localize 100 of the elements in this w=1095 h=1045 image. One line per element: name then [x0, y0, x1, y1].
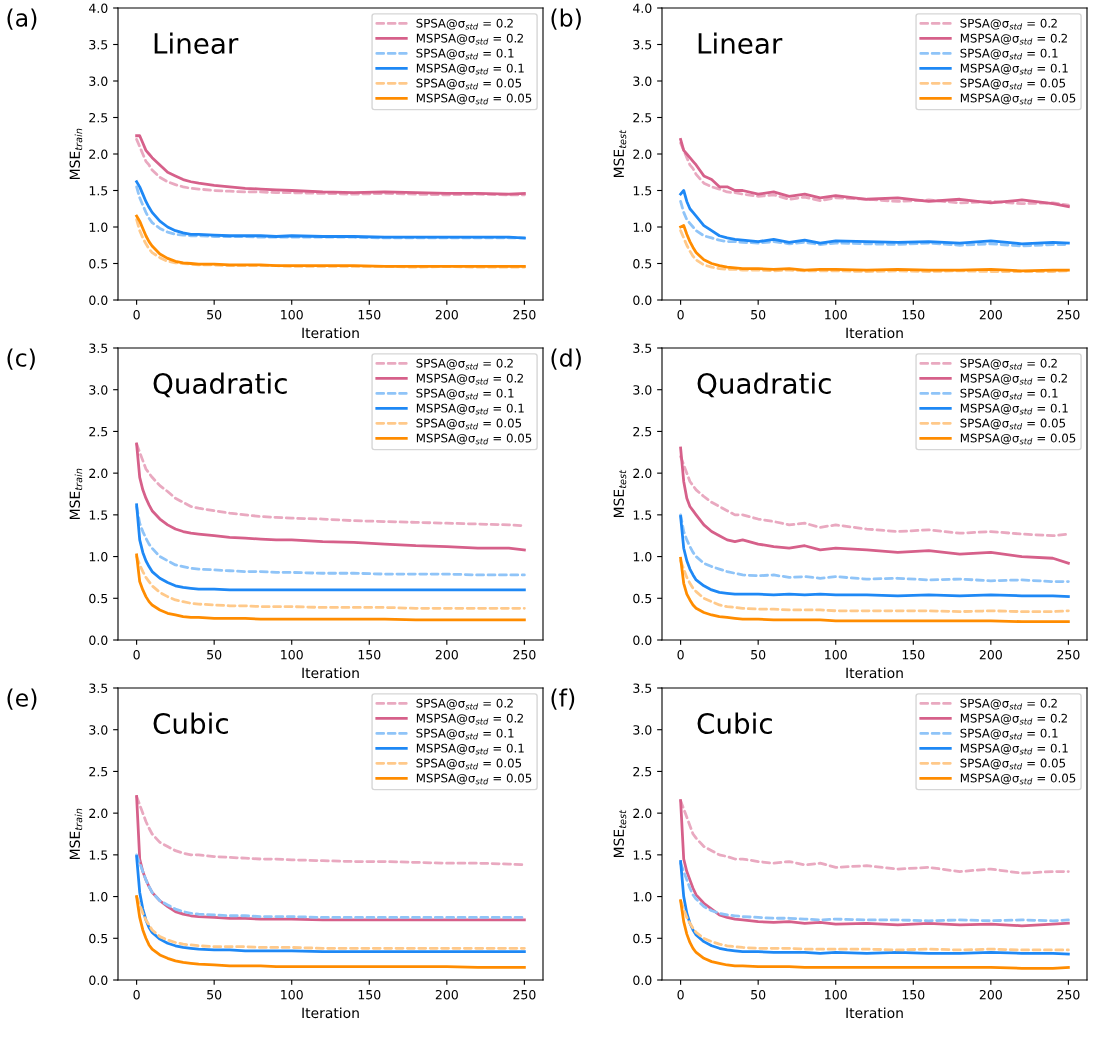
y-tick-label: 0.0 — [89, 295, 108, 305]
legend-label: MSPSA@σ$_{std}$ = 0.1 — [960, 403, 1068, 415]
y-tick-label: 2.5 — [89, 112, 108, 123]
legend-label: SPSA@σ$_{std}$ = 0.2 — [960, 18, 1057, 30]
y-tick-label: 0.0 — [633, 295, 652, 305]
y-tick-label: 1.5 — [633, 510, 652, 520]
annotation: Linear — [698, 32, 783, 55]
y-tick-label: 0.0 — [633, 975, 652, 985]
line-series — [135, 555, 526, 610]
x-tick-label: 150 — [902, 649, 925, 660]
legend-label: SPSA@σ$_{std}$ = 0.05 — [960, 758, 1066, 770]
legend-label: SPSA@σ$_{std}$ = 0.1 — [416, 48, 514, 60]
y-axis-title: MSE$_{train}$ — [69, 128, 83, 180]
y-tick-label: 2.5 — [633, 426, 652, 437]
y-tick-label: 1.5 — [633, 186, 652, 196]
line-series — [135, 853, 526, 919]
x-tick-label: 0 — [677, 649, 684, 660]
line-series — [679, 515, 1070, 599]
x-axis-title: Iteration — [302, 667, 359, 679]
legend-label: MSPSA@σ$_{std}$ = 0.1 — [960, 743, 1068, 755]
legend-label: SPSA@σ$_{std}$ = 0.1 — [416, 728, 514, 740]
legend-label: SPSA@σ$_{std}$ = 0.2 — [416, 18, 513, 30]
legend-label: MSPSA@σ$_{std}$ = 0.05 — [960, 773, 1076, 785]
line-series — [135, 553, 526, 622]
x-axis-title: Iteration — [302, 327, 359, 339]
line-series — [135, 795, 526, 867]
x-tick-label: 100 — [281, 309, 303, 320]
x-tick-label: 250 — [1057, 989, 1080, 1000]
y-axis-title: MSE$_{train}$ — [69, 468, 83, 520]
legend-label: MSPSA@σ$_{std}$ = 0.2 — [416, 373, 523, 385]
y-tick-label: 4.0 — [633, 3, 652, 13]
y-tick-label: 0.5 — [89, 593, 108, 604]
legend-label: MSPSA@σ$_{std}$ = 0.05 — [416, 93, 532, 105]
y-tick-label: 0.0 — [633, 635, 652, 645]
line-series — [679, 446, 1070, 565]
y-tick-label: 1.0 — [633, 892, 652, 902]
x-tick-label: 250 — [1057, 309, 1080, 320]
y-tick-label: 3.5 — [89, 683, 108, 693]
x-tick-label: 200 — [979, 989, 1002, 1000]
y-tick-label: 1.0 — [89, 222, 108, 232]
line-series — [679, 513, 1070, 583]
x-tick-label: 50 — [207, 309, 222, 320]
x-tick-label: 200 — [979, 309, 1002, 320]
chart-title: (d) — [551, 348, 581, 370]
y-tick-label: 0.5 — [89, 258, 108, 269]
y-tick-label: 3.0 — [633, 385, 652, 395]
line-series — [135, 503, 526, 592]
x-axis-title: Iteration — [846, 1007, 903, 1019]
y-tick-label: 1.5 — [89, 850, 108, 860]
legend-label: SPSA@σ$_{std}$ = 0.1 — [416, 388, 514, 400]
x-tick-label: 100 — [825, 989, 847, 1000]
x-tick-label: 50 — [207, 989, 222, 1000]
legend-label: SPSA@σ$_{std}$ = 0.1 — [960, 48, 1058, 60]
legend-label: SPSA@σ$_{std}$ = 0.2 — [960, 358, 1057, 370]
annotation: Linear — [154, 32, 239, 55]
y-tick-label: 2.0 — [89, 808, 108, 819]
chart-title: (b) — [551, 8, 581, 30]
x-tick-label: 0 — [133, 989, 140, 1000]
y-tick-label: 3.0 — [89, 76, 108, 86]
legend-label: MSPSA@σ$_{std}$ = 0.2 — [960, 713, 1067, 725]
y-tick-label: 3.5 — [633, 683, 652, 693]
y-axis-title: MSE$_{test}$ — [613, 809, 627, 858]
legend-label: SPSA@σ$_{std}$ = 0.05 — [416, 418, 522, 430]
line-series — [135, 895, 526, 969]
x-tick-label: 0 — [677, 989, 684, 1000]
chart-title: (f) — [551, 688, 575, 710]
y-tick-label: 0.0 — [89, 635, 108, 645]
y-tick-label: 2.0 — [89, 149, 108, 159]
chart-title: (e) — [7, 688, 37, 710]
x-tick-label: 100 — [825, 309, 847, 320]
legend-label: MSPSA@σ$_{std}$ = 0.1 — [960, 63, 1068, 75]
x-tick-label: 50 — [751, 309, 766, 320]
y-tick-label: 3.5 — [89, 39, 108, 50]
line-series — [679, 799, 1070, 875]
x-tick-label: 150 — [358, 649, 381, 660]
x-tick-label: 0 — [677, 309, 684, 320]
x-tick-label: 250 — [513, 989, 536, 1000]
y-tick-label: 0.5 — [633, 933, 652, 944]
y-tick-label: 3.0 — [633, 76, 652, 86]
annotation: Cubic — [697, 712, 772, 735]
annotation: Quadratic — [697, 372, 831, 398]
legend-label: MSPSA@σ$_{std}$ = 0.05 — [416, 433, 532, 445]
y-tick-label: 1.5 — [633, 850, 652, 860]
legend-label: SPSA@σ$_{std}$ = 0.05 — [960, 78, 1066, 90]
y-tick-label: 2.5 — [633, 766, 652, 777]
x-tick-label: 100 — [281, 649, 303, 660]
x-axis-title: Iteration — [302, 1007, 359, 1019]
x-tick-label: 0 — [133, 649, 140, 660]
x-tick-label: 150 — [902, 309, 925, 320]
y-tick-label: 2.0 — [89, 468, 108, 479]
legend-label: SPSA@σ$_{std}$ = 0.05 — [960, 418, 1066, 430]
x-tick-label: 100 — [281, 989, 303, 1000]
y-tick-label: 2.5 — [633, 112, 652, 123]
x-tick-label: 150 — [358, 309, 381, 320]
x-tick-label: 50 — [751, 649, 766, 660]
line-series — [679, 455, 1070, 538]
chart-title: (c) — [7, 348, 35, 370]
y-tick-label: 1.5 — [89, 186, 108, 196]
x-axis-title: Iteration — [846, 327, 903, 339]
annotation: Cubic — [153, 712, 228, 735]
